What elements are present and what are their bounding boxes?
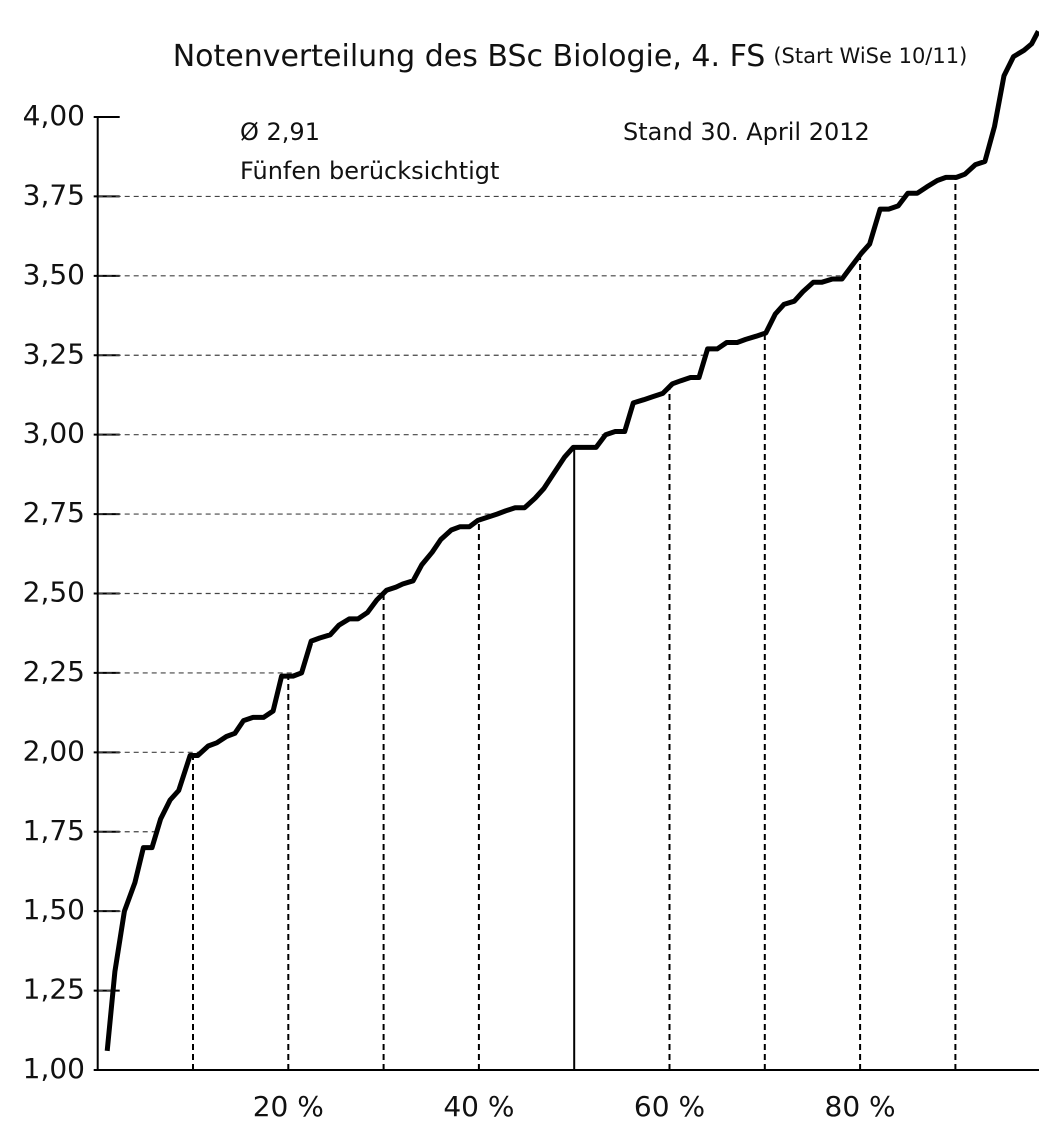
y-tick-label: 3,50 <box>23 258 85 291</box>
title: Notenverteilung des BSc Biologie, 4. FS <box>173 39 766 74</box>
y-tick-label: 2,25 <box>23 655 85 688</box>
data-line <box>104 30 1039 1052</box>
y-tick-label: 4,00 <box>23 99 85 132</box>
y-tick-label: 2,00 <box>23 734 85 767</box>
y-tick-label: 2,75 <box>23 496 85 529</box>
y-tick-label: 3,00 <box>23 417 85 450</box>
annotation: Ø 2,91 <box>240 118 320 146</box>
y-tick-label: 3,75 <box>23 178 85 211</box>
y-tick-label: 2,50 <box>23 576 85 609</box>
chart-title: Notenverteilung des BSc Biologie, 4. FS (… <box>173 39 968 74</box>
subtitle: (Start WiSe 10/11) <box>773 44 967 68</box>
x-tick-label: 60 % <box>634 1090 705 1123</box>
y-tick-label: 1,75 <box>23 814 85 847</box>
y-tick-label: 1,25 <box>23 973 85 1006</box>
y-tick-label: 1,00 <box>23 1052 85 1085</box>
y-tick-label: 3,25 <box>23 337 85 370</box>
x-tick-label: 40 % <box>443 1090 514 1123</box>
x-tick-label: 80 % <box>825 1090 896 1123</box>
annotation: Fünfen berücksichtigt <box>240 157 499 185</box>
x-tick-label: 20 % <box>253 1090 324 1123</box>
annotation: Stand 30. April 2012 <box>623 118 870 146</box>
y-tick-label: 1,50 <box>23 893 85 926</box>
